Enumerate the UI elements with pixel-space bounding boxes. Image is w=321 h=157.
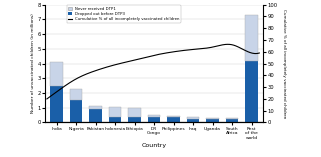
Bar (187, 117, 199, 119)
Bar (50, 86, 63, 122)
Y-axis label: Number of unvaccinated children (in millions): Number of unvaccinated children (in mill… (30, 14, 35, 114)
Bar (70, 89, 82, 100)
Bar (128, 117, 141, 122)
Bar (109, 117, 121, 122)
Bar (128, 108, 141, 117)
Bar (89, 109, 102, 122)
Bar (109, 107, 121, 117)
Bar (148, 117, 160, 122)
Bar (206, 118, 219, 119)
Bar (245, 61, 258, 122)
X-axis label: Country: Country (142, 143, 167, 148)
Bar (226, 118, 239, 119)
Bar (167, 117, 180, 122)
Bar (245, 15, 258, 61)
Bar (148, 115, 160, 117)
Y-axis label: Cumulative % of all incompletely vaccinated children: Cumulative % of all incompletely vaccina… (282, 9, 286, 118)
Legend: Never received DTP1, Dropped out before DTP3, Cumulative % of all incompletely v: Never received DTP1, Dropped out before … (66, 5, 181, 23)
Bar (206, 119, 219, 122)
Bar (167, 116, 180, 117)
Bar (187, 119, 199, 122)
Bar (70, 100, 82, 122)
Bar (226, 119, 239, 122)
Bar (89, 106, 102, 109)
Bar (50, 62, 63, 86)
